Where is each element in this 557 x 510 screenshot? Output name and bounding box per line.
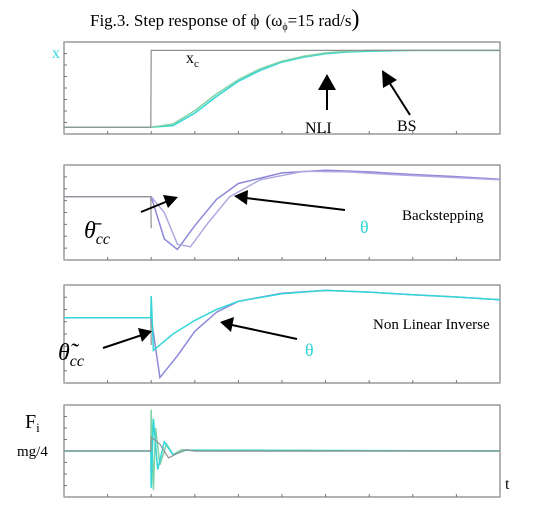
panel1-xc-label: xc	[186, 50, 199, 70]
figure-title: Fig.3. Step response of ϕ (ωϕ=15 rad/s)	[90, 6, 360, 33]
panel-theta-nli-ticks	[63, 284, 501, 384]
theta-nli-arrowhead	[220, 317, 234, 332]
panel-theta-bs-ticks	[63, 164, 501, 261]
x-axis-t-label: t	[505, 476, 510, 493]
panel-theta-bs-frame	[63, 164, 501, 261]
series-line-s2	[64, 196, 152, 229]
panel-theta-nli-lines	[64, 289, 501, 380]
theta-cc-nli-arrow	[102, 334, 143, 349]
panel-x-ticks	[63, 41, 501, 135]
panel-theta-bs-lines	[64, 169, 501, 251]
panel-x-frame	[63, 41, 501, 135]
series-line-s2	[64, 435, 500, 459]
panel-theta-nli-frame	[63, 284, 501, 384]
panel-theta-nli	[63, 284, 501, 384]
series-line-s1	[64, 170, 501, 248]
panel-x	[63, 41, 501, 135]
bs-arrow	[388, 81, 411, 116]
panel2-method-label: Backstepping	[402, 208, 484, 224]
panel4-f-label: Fi	[25, 411, 40, 435]
theta-bs-arrow	[245, 197, 346, 211]
panel1-x-label: x	[52, 45, 60, 62]
bs-arrowhead	[382, 70, 397, 88]
panel4-mg-label: mg/4	[17, 444, 48, 460]
panel2-theta-label: θ	[360, 217, 369, 237]
nli-arrowhead	[318, 74, 336, 90]
panel1-nli-label: NLI	[305, 120, 332, 137]
theta-cc-bs-arrowhead	[163, 195, 178, 208]
panel-forces	[63, 404, 501, 498]
theta-cc-nli-arrowhead	[138, 328, 152, 342]
panel-x-lines	[64, 49, 500, 129]
series-line-x_c	[64, 49, 500, 128]
panel-forces-lines	[64, 409, 501, 491]
theta-cc-bs-arrow	[140, 200, 169, 213]
panel-theta-backstepping	[63, 164, 501, 261]
panel1-bs-label: BS	[397, 118, 417, 135]
panel3-method-label: Non Linear Inverse	[373, 317, 490, 333]
panel3-theta-label: θ	[305, 340, 314, 360]
theta-nli-arrow	[231, 324, 298, 340]
series-line-cc	[64, 169, 501, 251]
series-line-s2	[64, 289, 501, 352]
theta-bs-arrowhead	[234, 190, 248, 205]
